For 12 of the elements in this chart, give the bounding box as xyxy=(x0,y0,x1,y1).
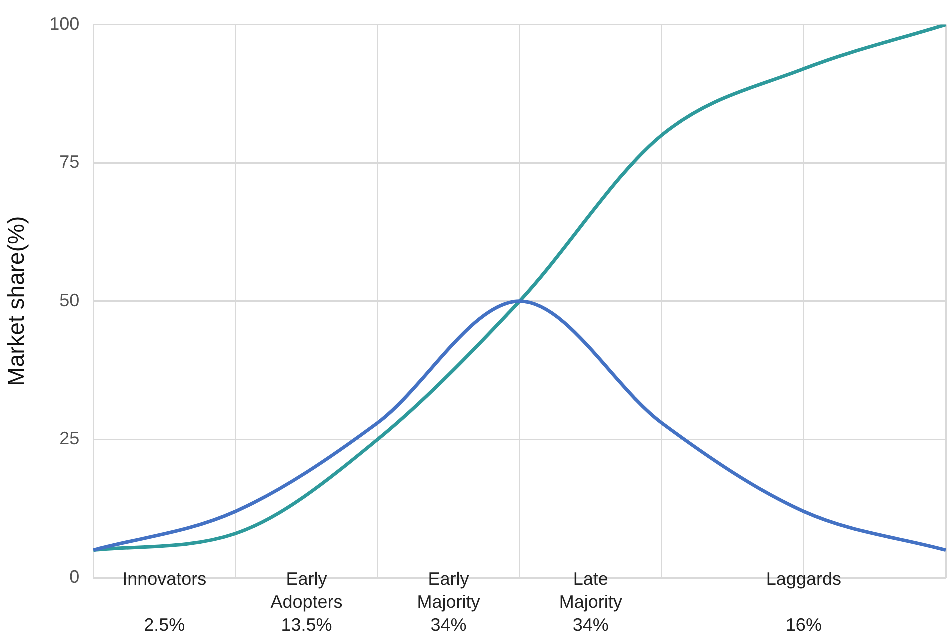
y-tick-label: 100 xyxy=(50,14,80,34)
y-tick-label: 75 xyxy=(60,152,80,172)
y-axis-title: Market share(%) xyxy=(3,216,30,386)
line-series xyxy=(92,300,948,552)
y-tick-label: 25 xyxy=(60,428,80,449)
text: Innovators 2.5% xyxy=(122,568,207,635)
text: Laggards 16% xyxy=(766,568,842,635)
y-tick-label: 50 xyxy=(60,290,80,310)
annotation: Late Majority 34% xyxy=(559,568,622,635)
annotation: Early Majority 34% xyxy=(417,568,480,635)
y-tick-label: 0 xyxy=(70,566,80,587)
annotation: Early Adopters 13.5% xyxy=(270,568,343,635)
